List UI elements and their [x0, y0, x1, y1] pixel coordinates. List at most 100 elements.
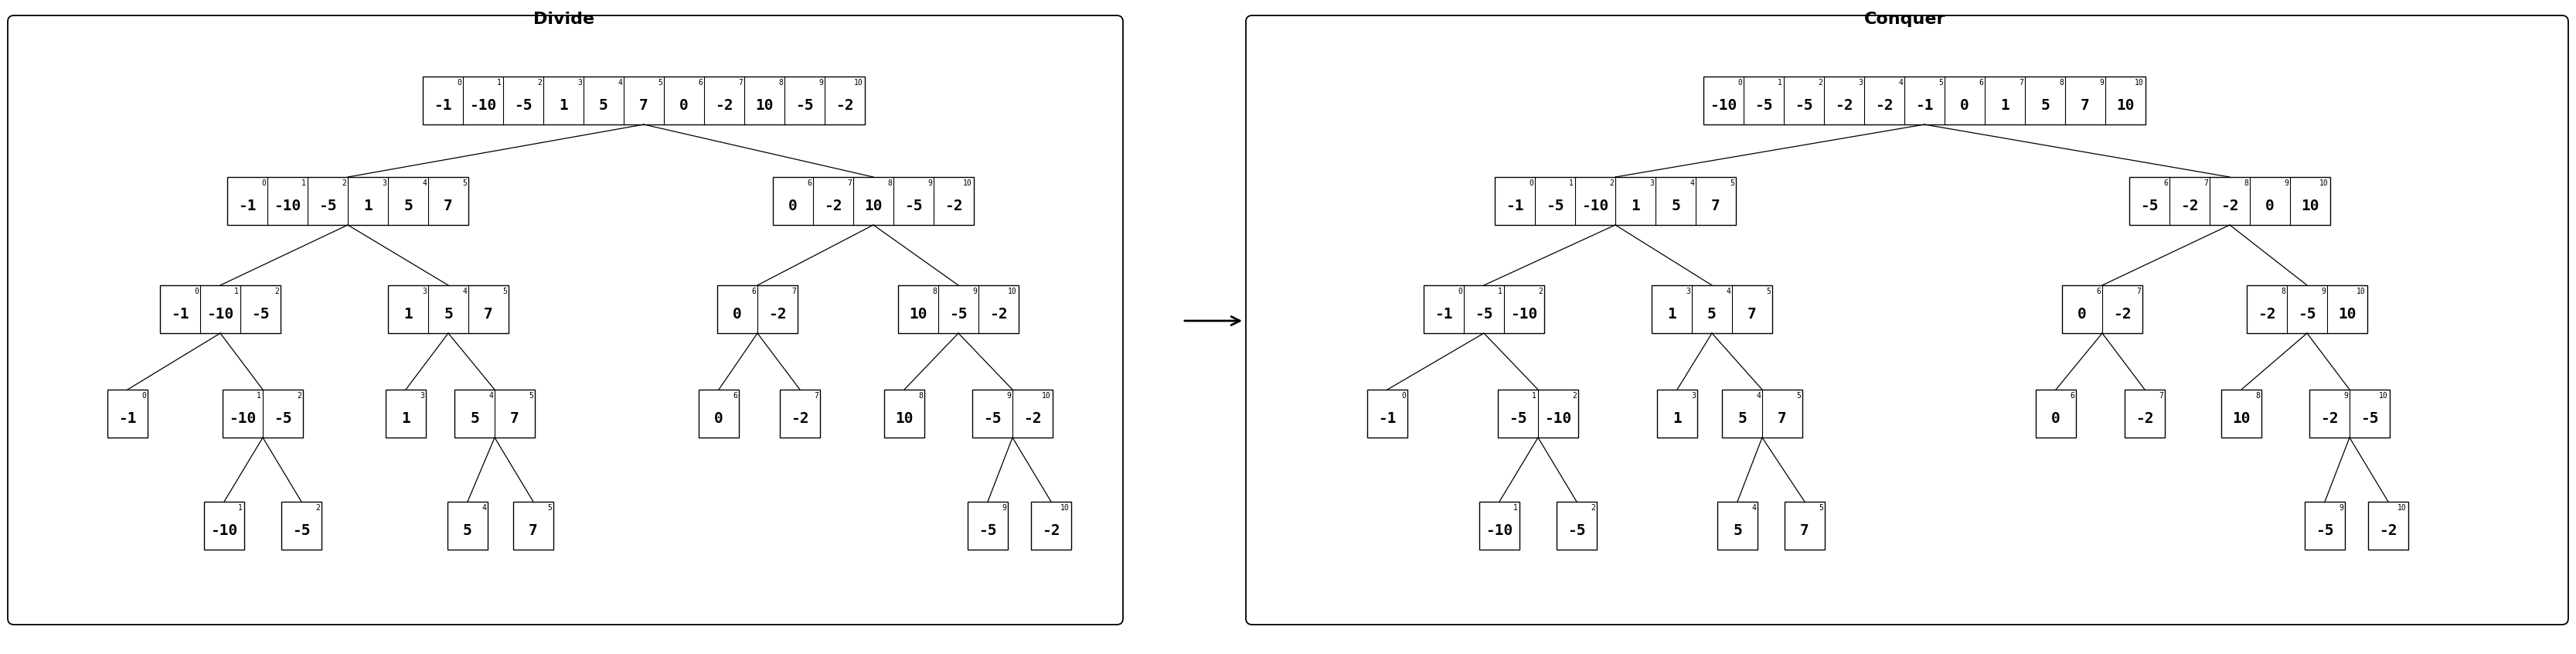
Text: -5: -5 — [2316, 523, 2334, 538]
Text: -2: -2 — [824, 198, 842, 213]
Text: 4: 4 — [1757, 392, 1759, 400]
Text: -2: -2 — [1023, 411, 1041, 426]
Bar — [1718, 502, 1757, 549]
Bar — [1425, 285, 1543, 333]
Text: 3: 3 — [422, 288, 428, 296]
Text: 0: 0 — [193, 288, 198, 296]
Bar — [204, 502, 245, 549]
Text: 7: 7 — [739, 79, 742, 86]
Text: 4: 4 — [489, 392, 492, 400]
Text: -2: -2 — [2179, 198, 2200, 213]
Text: 9: 9 — [819, 79, 824, 86]
Bar — [1479, 502, 1520, 549]
Text: 4: 4 — [422, 179, 428, 187]
Bar — [108, 390, 147, 438]
Text: 10: 10 — [1061, 504, 1069, 512]
Text: 5: 5 — [528, 392, 533, 400]
Bar — [1030, 502, 1072, 549]
Text: -2: -2 — [1043, 523, 1061, 538]
Text: -2: -2 — [2321, 411, 2339, 426]
Text: -5: -5 — [951, 307, 969, 321]
Text: 5: 5 — [461, 179, 466, 187]
Text: 3: 3 — [1685, 288, 1690, 296]
Text: 6: 6 — [2097, 288, 2099, 296]
Text: 5: 5 — [1940, 79, 1942, 86]
Text: -2: -2 — [716, 98, 734, 112]
Text: -2: -2 — [2380, 523, 2398, 538]
Text: 9: 9 — [2344, 392, 2347, 400]
Text: 7: 7 — [443, 198, 453, 213]
Text: 9: 9 — [1002, 504, 1007, 512]
Text: 5: 5 — [443, 307, 453, 321]
Text: 0: 0 — [1528, 179, 1533, 187]
Text: 5: 5 — [404, 198, 412, 213]
Text: 1: 1 — [301, 179, 307, 187]
Bar — [513, 502, 554, 549]
Text: 6: 6 — [2071, 392, 2074, 400]
FancyBboxPatch shape — [1247, 16, 2568, 625]
Text: 10: 10 — [2136, 79, 2143, 86]
Bar — [698, 390, 739, 438]
Text: 1: 1 — [1672, 411, 1682, 426]
Bar — [2306, 502, 2344, 549]
Text: 7: 7 — [2202, 179, 2208, 187]
Text: -10: -10 — [211, 523, 237, 538]
Text: -1: -1 — [237, 198, 258, 213]
Text: 5: 5 — [469, 411, 479, 426]
Text: -2: -2 — [2112, 307, 2130, 321]
Bar — [160, 285, 281, 333]
Text: 1: 1 — [1569, 179, 1574, 187]
Bar — [2246, 285, 2367, 333]
Text: -10: -10 — [229, 411, 255, 426]
Bar — [386, 390, 425, 438]
Bar — [389, 285, 507, 333]
Text: 4: 4 — [618, 79, 623, 86]
Text: -1: -1 — [1507, 198, 1525, 213]
Text: 10: 10 — [2233, 411, 2251, 426]
Bar — [1785, 502, 1824, 549]
Text: -2: -2 — [1875, 98, 1893, 112]
Text: 2: 2 — [1538, 288, 1543, 296]
Bar — [1368, 390, 1406, 438]
Text: -2: -2 — [2257, 307, 2277, 321]
Text: 5: 5 — [1734, 523, 1741, 538]
Text: -1: -1 — [1435, 307, 1453, 321]
Text: -5: -5 — [904, 198, 922, 213]
Text: 3: 3 — [420, 392, 425, 400]
Text: 9: 9 — [1007, 392, 1010, 400]
Text: 10: 10 — [1043, 392, 1051, 400]
Text: -2: -2 — [989, 307, 1007, 321]
Text: 4: 4 — [1752, 504, 1757, 512]
Bar — [1656, 390, 1698, 438]
Text: 8: 8 — [778, 79, 783, 86]
Text: -5: -5 — [291, 523, 312, 538]
Bar — [1497, 390, 1579, 438]
Text: 5: 5 — [1767, 288, 1770, 296]
Text: 1: 1 — [1777, 79, 1783, 86]
Text: 8: 8 — [917, 392, 922, 400]
Text: 10: 10 — [963, 179, 971, 187]
Bar — [773, 177, 974, 225]
Text: 7: 7 — [639, 98, 649, 112]
Text: 4: 4 — [1899, 79, 1904, 86]
Text: -2: -2 — [2136, 411, 2154, 426]
Text: 10: 10 — [2318, 179, 2329, 187]
Text: 8: 8 — [933, 288, 938, 296]
Text: 2: 2 — [343, 179, 345, 187]
Text: 8: 8 — [2244, 179, 2249, 187]
Text: 8: 8 — [2257, 392, 2259, 400]
Text: 2: 2 — [1571, 392, 1577, 400]
Text: -1: -1 — [433, 98, 451, 112]
Text: 7: 7 — [1747, 307, 1757, 321]
Text: 8: 8 — [886, 179, 891, 187]
Text: 10: 10 — [2357, 288, 2365, 296]
Text: 10: 10 — [1007, 288, 1018, 296]
Text: 9: 9 — [971, 288, 976, 296]
Text: 1: 1 — [234, 288, 240, 296]
Text: -1: -1 — [118, 411, 137, 426]
Text: 3: 3 — [1692, 392, 1695, 400]
Text: -5: -5 — [515, 98, 533, 112]
Text: 2: 2 — [314, 504, 319, 512]
Text: 10: 10 — [855, 79, 863, 86]
Text: 9: 9 — [2339, 504, 2344, 512]
